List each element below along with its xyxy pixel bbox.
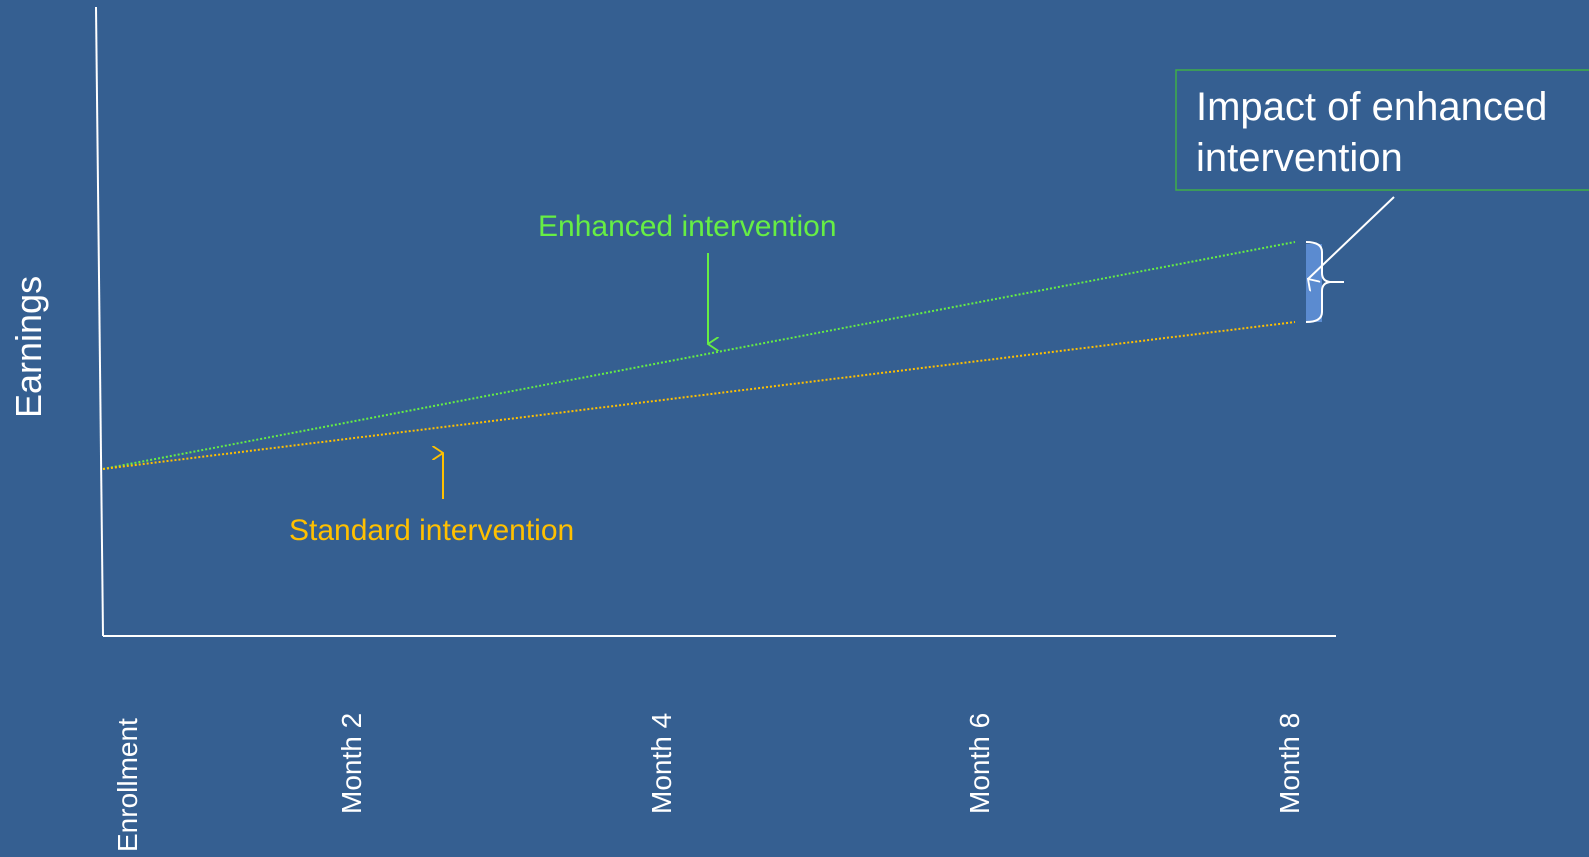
x-tick-label-month-8: Month 8 [1274, 713, 1305, 814]
impact-callout-line-1: Impact of enhanced [1196, 85, 1547, 129]
impact-callout-arrow [1308, 196, 1395, 279]
impact-callout-box [1175, 69, 1589, 191]
x-tick-label-enrollment: Enrollment [112, 718, 143, 852]
impact-brace [1305, 241, 1344, 323]
standard-intervention-label: Standard intervention [289, 514, 574, 547]
x-tick-label-month-2: Month 2 [336, 713, 367, 814]
impact-gap-fill [1306, 244, 1322, 322]
y-axis-label: Earnings [8, 276, 49, 418]
x-tick-label-month-6: Month 6 [964, 713, 995, 814]
y-axis-line [95, 6, 104, 637]
x-tick-label-month-4: Month 4 [646, 713, 677, 814]
impact-callout-line-2: intervention [1196, 136, 1403, 180]
enhanced-intervention-label: Enhanced intervention [538, 210, 837, 243]
standard-intervention-line [102, 321, 1296, 470]
enhanced-intervention-line [102, 241, 1296, 470]
